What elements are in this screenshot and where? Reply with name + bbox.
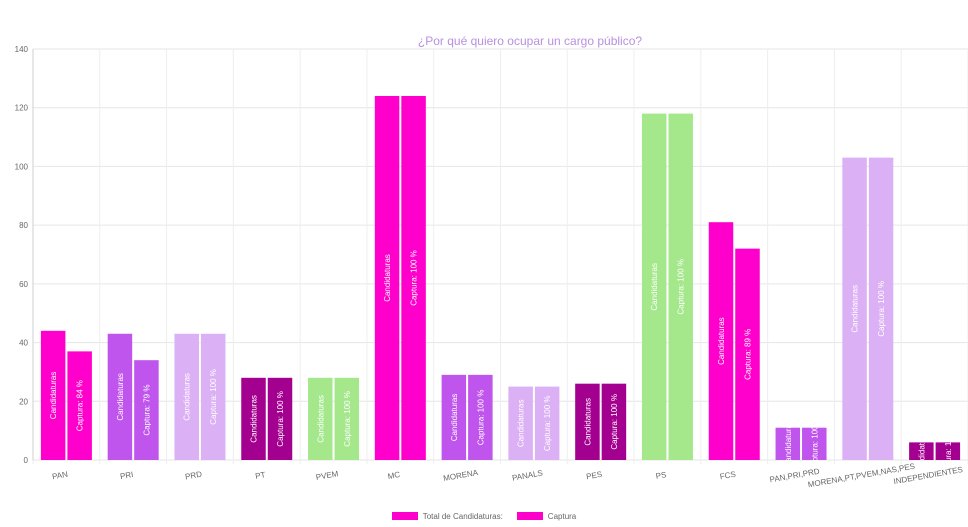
bar-captura: [735, 248, 760, 460]
bar-total: [708, 222, 734, 460]
x-tick-label: PRI: [119, 470, 134, 481]
bar-total: [842, 157, 867, 460]
x-tick-label: PANALS: [511, 468, 543, 482]
bar-label-total: Candidaturas: [49, 372, 58, 420]
y-tick-label: 60: [19, 280, 28, 289]
bar-total: [909, 442, 934, 460]
bar-total: [441, 374, 467, 460]
bar-label-total: Candidaturas: [450, 394, 459, 442]
bar-label-captura: Captura: 79 %: [142, 385, 151, 436]
y-tick-label: 0: [24, 456, 29, 465]
bar-total: [40, 330, 66, 460]
bar-label-total: Candidaturas: [250, 395, 259, 443]
bar-total: [641, 113, 667, 460]
bar-captura: [935, 442, 961, 460]
bar-label-captura: Captura: 100 %: [677, 259, 686, 315]
bar-label-total: Candidaturas: [116, 373, 125, 421]
y-tick-label: 20: [19, 397, 28, 406]
y-tick-label: 100: [15, 162, 29, 171]
bar-total: [174, 333, 199, 460]
bar-captura: [267, 377, 293, 460]
x-tick-label: PS: [655, 470, 667, 481]
y-tick-label: 140: [15, 45, 29, 54]
bar-captura: [200, 333, 226, 460]
bar-label-captura: Captura: 100 %: [476, 390, 485, 446]
bar-captura: [668, 113, 693, 460]
bar-total: [575, 383, 600, 460]
x-tick-label: PRD: [184, 470, 202, 482]
legend-label-captura: Captura: [547, 511, 577, 521]
legend-item-captura[interactable]: Captura: [516, 511, 577, 521]
bar-label-captura: Captura: 100 %: [343, 391, 352, 447]
y-tick-label: 80: [19, 221, 28, 230]
bar-captura: [334, 377, 360, 460]
bar-label-captura: Captura: 100 %: [209, 369, 218, 425]
bar-captura: [868, 157, 894, 460]
bar-label-total: Candidaturas: [183, 373, 192, 421]
x-tick-label: MC: [387, 470, 401, 481]
legend-label-total: Total de Candidaturas:: [422, 511, 503, 521]
bar-label-total: Candidaturas: [650, 263, 659, 311]
legend-swatch-captura: [516, 512, 543, 520]
bar-label-captura: Captura: 100 %: [810, 416, 819, 472]
bar-captura: [401, 95, 426, 460]
bar-total: [107, 333, 133, 460]
bar-captura: [534, 386, 560, 460]
x-tick-label: MORENA: [443, 468, 480, 483]
bar-captura: [468, 374, 493, 460]
bar-label-captura: Captura: 100 %: [543, 396, 552, 452]
bar-total: [308, 377, 333, 460]
bar-label-total: Candidaturas: [316, 395, 325, 443]
bar-label-total: Candidaturas: [583, 398, 592, 446]
bar-label-total: Candidaturas: [784, 420, 793, 468]
bar-label-total: Candidaturas: [717, 317, 726, 365]
bar-total: [374, 95, 400, 460]
bar-label-captura: Captura: 89 %: [744, 329, 753, 380]
bar-label-captura: Captura: 100 %: [944, 423, 953, 479]
bar-captura: [67, 351, 92, 460]
bar-captura: [601, 383, 627, 460]
x-tick-label: PVEM: [315, 469, 339, 482]
bar-label-captura: Captura: 100 %: [276, 391, 285, 447]
chart-title: ¿Por qué quiero ocupar un cargo público?: [418, 34, 642, 48]
bar-label-captura: Captura: 100 %: [410, 250, 419, 306]
x-tick-label: PAN: [51, 470, 68, 482]
bar-label-total: Candidaturas: [383, 254, 392, 302]
bar-captura: [134, 360, 159, 460]
y-tick-label: 120: [15, 104, 29, 113]
bar-label-total: Candidaturas: [917, 427, 926, 475]
x-tick-label: FCS: [719, 470, 736, 482]
y-tick-label: 40: [19, 339, 28, 348]
bar-total: [775, 427, 801, 460]
x-tick-label: PT: [254, 470, 266, 481]
bar-label-captura: Captura: 100 %: [610, 394, 619, 450]
bar-label-total: Candidaturas: [851, 285, 860, 333]
bar-total: [508, 386, 533, 460]
chart-legend: Total de Candidaturas: Captura: [0, 509, 968, 523]
bar-total: [241, 377, 266, 460]
legend-swatch-total: [391, 512, 418, 520]
legend-item-total[interactable]: Total de Candidaturas:: [391, 511, 503, 521]
bar-label-total: Candidaturas: [517, 400, 526, 448]
bar-captura: [802, 427, 827, 460]
bar-label-captura: Captura: 84 %: [76, 380, 85, 431]
x-tick-label: PES: [586, 470, 603, 482]
bar-label-captura: Captura: 100 %: [877, 281, 886, 337]
